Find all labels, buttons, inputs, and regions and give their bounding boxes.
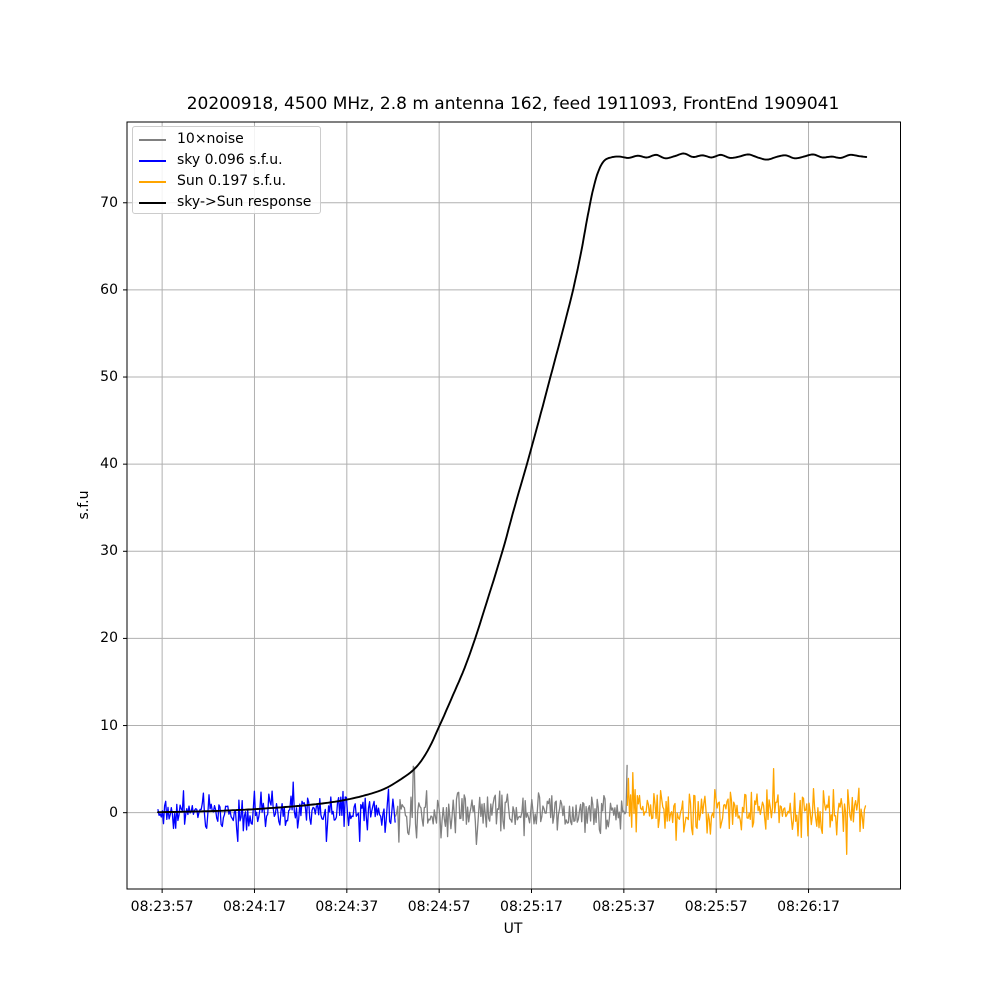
y-axis-label: s.f.u [76, 490, 92, 520]
legend-item: 10×noise [133, 129, 320, 150]
x-tick-label: 08:23:57 [130, 899, 194, 915]
legend-item: sky 0.096 s.f.u. [133, 150, 320, 171]
x-tick-label: 08:25:57 [684, 899, 748, 915]
y-tick-label: 10 [100, 717, 118, 734]
x-tick-label: 08:25:37 [592, 899, 656, 915]
x-tick-label: 08:24:37 [315, 899, 379, 915]
legend: 10×noise sky 0.096 s.f.u. Sun 0.197 s.f.… [132, 126, 321, 214]
series-sky-to-sun-response [157, 152, 868, 814]
x-tick-label: 08:26:17 [777, 899, 840, 915]
x-axis-label: UT [503, 921, 523, 937]
legend-label: 10×noise [177, 131, 244, 147]
response-line-swatch [139, 201, 166, 204]
chart-title: 20200918, 4500 MHz, 2.8 m antenna 162, f… [186, 94, 840, 114]
y-tick-label: 40 [100, 456, 118, 473]
legend-label: sky 0.096 s.f.u. [177, 152, 283, 168]
legend-item: Sun 0.197 s.f.u. [133, 171, 320, 192]
series-sun [626, 767, 867, 855]
y-tick-label: 50 [100, 369, 118, 386]
series-noise-x10 [394, 764, 628, 846]
sun-line-swatch [139, 180, 166, 183]
x-tick-label: 08:24:17 [223, 899, 286, 915]
axes-spines [126, 121, 901, 890]
x-tick-label: 08:24:57 [407, 899, 471, 915]
noise-line-swatch [139, 138, 166, 141]
legend-item: sky->Sun response [133, 192, 320, 213]
legend-label: Sun 0.197 s.f.u. [177, 173, 287, 189]
sky-line-swatch [139, 159, 166, 162]
legend-label: sky->Sun response [177, 194, 312, 210]
y-tick-label: 20 [100, 630, 118, 647]
y-tick-label: 60 [100, 281, 118, 298]
y-tick-label: 0 [109, 804, 118, 821]
y-tick-label: 30 [100, 543, 118, 560]
series-sky [157, 781, 396, 843]
y-tick-label: 70 [100, 194, 118, 211]
x-tick-label: 08:25:17 [500, 899, 563, 915]
